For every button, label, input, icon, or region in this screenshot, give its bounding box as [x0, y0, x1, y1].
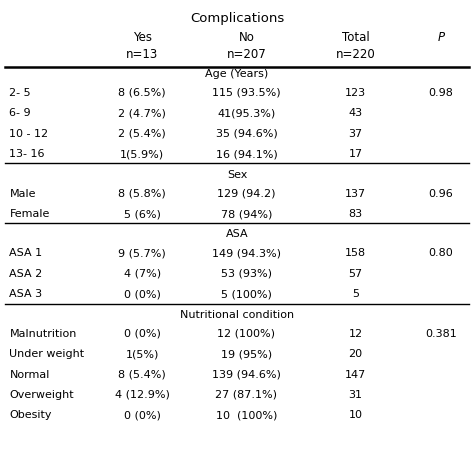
Text: Under weight: Under weight: [9, 349, 84, 359]
Text: 37: 37: [348, 129, 363, 139]
Text: 0.96: 0.96: [428, 189, 453, 199]
Text: Total: Total: [342, 31, 369, 44]
Text: Sex: Sex: [227, 170, 247, 180]
Text: 5 (6%): 5 (6%): [124, 209, 161, 219]
Text: 123: 123: [345, 88, 366, 98]
Text: Nutritional condition: Nutritional condition: [180, 310, 294, 320]
Text: 35 (94.6%): 35 (94.6%): [216, 129, 277, 139]
Text: n=207: n=207: [227, 48, 266, 60]
Text: ASA 1: ASA 1: [9, 248, 43, 258]
Text: 83: 83: [348, 209, 363, 219]
Text: 6- 9: 6- 9: [9, 108, 31, 118]
Text: 4 (12.9%): 4 (12.9%): [115, 390, 170, 400]
Text: 129 (94.2): 129 (94.2): [217, 189, 276, 199]
Text: 10 - 12: 10 - 12: [9, 129, 49, 139]
Text: Yes: Yes: [133, 31, 152, 44]
Text: 5: 5: [352, 289, 359, 299]
Text: 31: 31: [348, 390, 363, 400]
Text: ASA: ASA: [226, 229, 248, 239]
Text: 20: 20: [348, 349, 363, 359]
Text: 12 (100%): 12 (100%): [218, 329, 275, 339]
Text: 158: 158: [345, 248, 366, 258]
Text: ASA 3: ASA 3: [9, 289, 43, 299]
Text: 0.98: 0.98: [428, 88, 453, 98]
Text: No: No: [238, 31, 255, 44]
Text: 27 (87.1%): 27 (87.1%): [216, 390, 277, 400]
Text: 10  (100%): 10 (100%): [216, 410, 277, 420]
Text: Malnutrition: Malnutrition: [9, 329, 77, 339]
Text: 8 (6.5%): 8 (6.5%): [118, 88, 166, 98]
Text: 0.80: 0.80: [428, 248, 453, 258]
Text: 5 (100%): 5 (100%): [221, 289, 272, 299]
Text: P: P: [437, 31, 445, 44]
Text: 2 (4.7%): 2 (4.7%): [118, 108, 166, 118]
Text: 13- 16: 13- 16: [9, 149, 45, 159]
Text: 53 (93%): 53 (93%): [221, 269, 272, 279]
Text: 1(5%): 1(5%): [126, 349, 159, 359]
Text: 0 (0%): 0 (0%): [124, 289, 161, 299]
Text: 17: 17: [348, 149, 363, 159]
Text: Female: Female: [9, 209, 50, 219]
Text: Complications: Complications: [190, 12, 284, 25]
Text: Male: Male: [9, 189, 36, 199]
Text: 147: 147: [345, 370, 366, 380]
Text: 149 (94.3%): 149 (94.3%): [212, 248, 281, 258]
Text: 137: 137: [345, 189, 366, 199]
Text: 16 (94.1%): 16 (94.1%): [216, 149, 277, 159]
Text: 139 (94.6%): 139 (94.6%): [212, 370, 281, 380]
Text: 2 (5.4%): 2 (5.4%): [118, 129, 166, 139]
Text: 0 (0%): 0 (0%): [124, 329, 161, 339]
Text: 9 (5.7%): 9 (5.7%): [118, 248, 166, 258]
Text: Obesity: Obesity: [9, 410, 52, 420]
Text: ASA 2: ASA 2: [9, 269, 43, 279]
Text: Normal: Normal: [9, 370, 50, 380]
Text: 1(5.9%): 1(5.9%): [120, 149, 164, 159]
Text: 12: 12: [348, 329, 363, 339]
Text: 115 (93.5%): 115 (93.5%): [212, 88, 281, 98]
Text: Overweight: Overweight: [9, 390, 74, 400]
Text: 57: 57: [348, 269, 363, 279]
Text: 19 (95%): 19 (95%): [221, 349, 272, 359]
Text: 10: 10: [348, 410, 363, 420]
Text: 8 (5.4%): 8 (5.4%): [118, 370, 166, 380]
Text: 78 (94%): 78 (94%): [221, 209, 272, 219]
Text: 43: 43: [348, 108, 363, 118]
Text: 2- 5: 2- 5: [9, 88, 31, 98]
Text: 0.381: 0.381: [425, 329, 456, 339]
Text: 8 (5.8%): 8 (5.8%): [118, 189, 166, 199]
Text: Age (Years): Age (Years): [205, 69, 269, 79]
Text: n=13: n=13: [126, 48, 158, 60]
Text: n=220: n=220: [336, 48, 375, 60]
Text: 0 (0%): 0 (0%): [124, 410, 161, 420]
Text: 41(95.3%): 41(95.3%): [218, 108, 275, 118]
Text: 4 (7%): 4 (7%): [124, 269, 161, 279]
